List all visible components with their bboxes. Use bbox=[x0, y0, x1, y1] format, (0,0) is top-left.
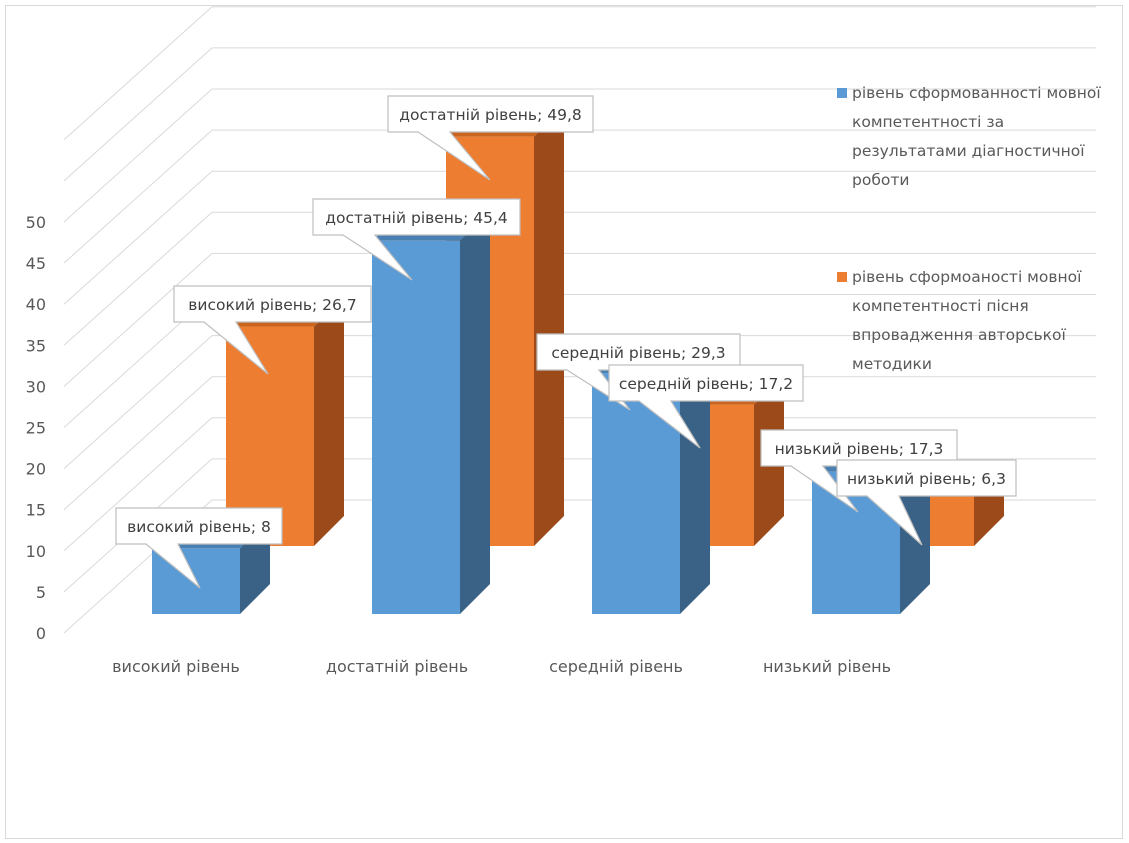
data-label-callout bbox=[173, 285, 372, 375]
data-label-1-0: високий рівень; 26,7 bbox=[173, 285, 372, 375]
y-tick-label: 15 bbox=[26, 501, 46, 520]
legend-swatch bbox=[837, 88, 847, 98]
gridline-wall bbox=[63, 376, 213, 511]
data-label-text: достатній рівень; 45,4 bbox=[325, 209, 507, 227]
data-label-text: середній рівень; 29,3 bbox=[551, 344, 725, 362]
x-category-label: низький рівень bbox=[763, 657, 891, 676]
data-label-callout bbox=[608, 364, 804, 449]
bar-side bbox=[314, 296, 344, 546]
bar-side bbox=[460, 210, 490, 614]
legend-entry-1: рівень сформоаності мовної компетентності… bbox=[837, 268, 1082, 373]
y-tick-label: 40 bbox=[26, 295, 46, 314]
legend-swatch bbox=[837, 272, 847, 282]
data-label-text: низький рівень; 17,3 bbox=[775, 440, 944, 458]
y-tick-label: 45 bbox=[26, 254, 46, 273]
gridline-wall bbox=[63, 253, 213, 387]
legend: рівень сформованності мовної компетентнос… bbox=[837, 84, 1101, 373]
data-label-callout bbox=[836, 459, 1017, 546]
data-label-callout bbox=[387, 95, 594, 181]
bar-0-1 bbox=[372, 210, 490, 614]
gridline-wall bbox=[63, 6, 213, 141]
y-tick-label: 30 bbox=[26, 377, 46, 396]
legend-text-line: методики bbox=[852, 355, 932, 373]
legend-text-line: компетентності за bbox=[852, 113, 1004, 131]
gridline-wall bbox=[63, 88, 213, 223]
y-tick-label: 0 bbox=[36, 624, 46, 643]
x-category-label: достатній рівень bbox=[326, 657, 468, 676]
data-label-0-3: низький рівень; 17,3 bbox=[760, 429, 958, 513]
legend-text-line: компетентності пісня bbox=[852, 297, 1029, 315]
legend-text-line: рівень сформоаності мовної bbox=[852, 268, 1082, 286]
data-label-callout bbox=[115, 507, 283, 589]
data-label-callout bbox=[312, 198, 521, 281]
gridline-wall bbox=[63, 335, 213, 469]
y-tick-label: 35 bbox=[26, 336, 46, 355]
legend-text-line: результатами діагностичної bbox=[852, 142, 1085, 160]
y-tick-label: 10 bbox=[26, 542, 46, 561]
x-axis-categories: високий рівень достатній рівень середній р… bbox=[112, 657, 891, 676]
data-label-1-3: низький рівень; 6,3 bbox=[836, 459, 1017, 546]
y-tick-label: 5 bbox=[36, 583, 46, 602]
data-label-text: високий рівень; 8 bbox=[127, 518, 271, 536]
data-labels: високий рівень; 8 достатній рівень; 45,4 с… bbox=[115, 95, 1017, 589]
data-label-text: достатній рівень; 49,8 bbox=[399, 106, 581, 124]
bar-side bbox=[534, 106, 564, 547]
data-label-text: середній рівень; 17,2 bbox=[619, 375, 793, 393]
x-category-label: високий рівень bbox=[112, 657, 240, 676]
data-label-0-1: достатній рівень; 45,4 bbox=[312, 198, 521, 281]
gridline-wall bbox=[63, 47, 213, 182]
gridline-wall bbox=[63, 417, 213, 552]
bar-front bbox=[372, 240, 460, 614]
data-label-text: високий рівень; 26,7 bbox=[188, 296, 356, 314]
bar-side bbox=[680, 343, 710, 614]
data-label-1-1: достатній рівень; 49,8 bbox=[387, 95, 594, 181]
y-tick-label: 20 bbox=[26, 460, 46, 479]
gridline-wall bbox=[63, 170, 213, 305]
data-label-0-0: високий рівень; 8 bbox=[115, 507, 283, 589]
legend-text-line: роботи bbox=[852, 171, 909, 189]
y-tick-label: 25 bbox=[26, 419, 46, 438]
gridline-wall bbox=[63, 129, 213, 264]
legend-text-line: впровадження авторської bbox=[852, 326, 1066, 344]
y-tick-label: 50 bbox=[26, 213, 46, 232]
x-category-label: середній рівень bbox=[549, 657, 683, 676]
legend-entry-0: рівень сформованності мовної компетентнос… bbox=[837, 84, 1101, 189]
data-label-text: низький рівень; 6,3 bbox=[847, 470, 1006, 488]
y-axis-ticks: 0 5 10 15 20 25 30 35 40 45 50 bbox=[26, 213, 46, 643]
legend-text-line: рівень сформованності мовної bbox=[852, 84, 1101, 102]
gridline-wall bbox=[63, 211, 213, 346]
data-label-1-2: середній рівень; 17,2 bbox=[608, 364, 804, 449]
